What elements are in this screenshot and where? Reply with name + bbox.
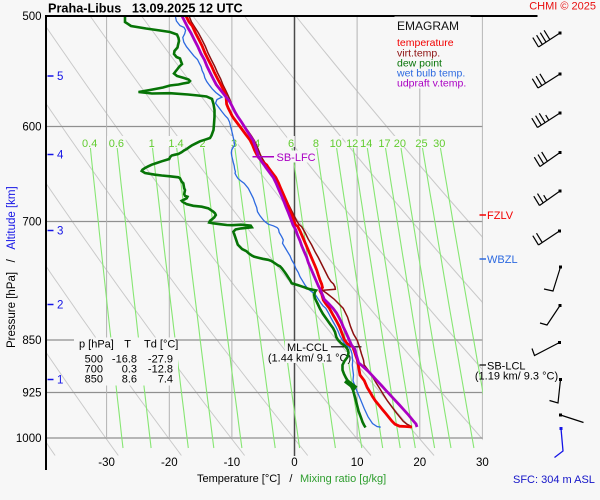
svg-text:WBZL: WBZL [487, 254, 518, 266]
svg-text:925: 925 [22, 388, 41, 400]
svg-text:2: 2 [200, 138, 206, 150]
svg-text:CHMI © 2025: CHMI © 2025 [529, 1, 596, 13]
svg-text:20: 20 [413, 457, 426, 469]
svg-text:(1.19 km/ 9.3 °C): (1.19 km/ 9.3 °C) [475, 370, 558, 382]
svg-text:10: 10 [351, 457, 364, 469]
svg-text:-10: -10 [224, 457, 241, 469]
svg-text:Pressure [hPa] / Altitude: Pressure [hPa] / Altitude [km] [6, 186, 18, 348]
svg-text:T: T [124, 339, 131, 351]
svg-text:0.6: 0.6 [109, 138, 124, 150]
svg-text:4: 4 [254, 138, 260, 150]
svg-text:3: 3 [57, 226, 63, 238]
svg-text:2: 2 [57, 300, 63, 312]
svg-text:-16.8: -16.8 [112, 354, 137, 366]
svg-text:8.6: 8.6 [122, 374, 137, 386]
svg-text:0.3: 0.3 [122, 364, 137, 376]
svg-text:Temperature [°C] /: Temperature [°C] / [197, 473, 293, 485]
svg-text:30: 30 [433, 138, 445, 150]
svg-text:-27.9: -27.9 [148, 354, 173, 366]
svg-text:17: 17 [378, 138, 390, 150]
svg-text:FZLV: FZLV [487, 210, 514, 222]
svg-text:850: 850 [22, 335, 41, 347]
svg-text:600: 600 [22, 122, 41, 134]
svg-text:udpraft v.temp.: udpraft v.temp. [397, 78, 466, 90]
svg-text:-30: -30 [98, 457, 115, 469]
svg-text:20: 20 [394, 138, 406, 150]
svg-text:500: 500 [85, 354, 103, 366]
svg-text:8: 8 [313, 138, 319, 150]
svg-text:ML-CCL: ML-CCL [287, 342, 328, 354]
svg-text:1: 1 [149, 138, 155, 150]
svg-text:12: 12 [346, 138, 358, 150]
svg-text:SFC: 304 m ASL: SFC: 304 m ASL [513, 474, 595, 486]
svg-text:10: 10 [330, 138, 342, 150]
svg-text:4: 4 [57, 150, 64, 162]
svg-text:EMAGRAM: EMAGRAM [397, 19, 459, 33]
svg-text:0: 0 [291, 457, 297, 469]
svg-text:(1.44 km/ 9.1 °C): (1.44 km/ 9.1 °C) [268, 352, 351, 364]
svg-text:25: 25 [415, 138, 427, 150]
svg-text:temperature: temperature [397, 37, 454, 49]
svg-text:30: 30 [476, 457, 489, 469]
svg-text:1000: 1000 [16, 433, 42, 445]
svg-text:dew point: dew point [397, 57, 442, 69]
svg-text:14: 14 [360, 138, 372, 150]
svg-text:SB-LCL: SB-LCL [487, 360, 526, 372]
svg-text:5: 5 [57, 71, 63, 83]
svg-text:Td [°C]: Td [°C] [144, 339, 178, 351]
svg-text:0.4: 0.4 [82, 138, 97, 150]
svg-text:-12.8: -12.8 [148, 364, 173, 376]
svg-text:7.4: 7.4 [158, 374, 173, 386]
svg-text:1.4: 1.4 [168, 138, 183, 150]
svg-text:1: 1 [57, 375, 63, 387]
svg-text:850: 850 [85, 374, 103, 386]
svg-text:wet bulb temp.: wet bulb temp. [396, 68, 465, 80]
svg-text:p [hPa]: p [hPa] [79, 339, 114, 351]
svg-text:6: 6 [288, 138, 294, 150]
svg-text:700: 700 [85, 364, 103, 376]
svg-text:700: 700 [22, 217, 41, 229]
svg-text:virt.temp.: virt.temp. [397, 47, 440, 59]
svg-text:Mixing ratio [g/kg]: Mixing ratio [g/kg] [300, 473, 386, 485]
svg-text:500: 500 [22, 11, 41, 23]
svg-text:SB-LFC: SB-LFC [277, 152, 316, 164]
svg-text:Praha-Libus 13.09.2025 12 UT: Praha-Libus 13.09.2025 12 UTC [48, 2, 243, 16]
svg-text:-20: -20 [161, 457, 178, 469]
